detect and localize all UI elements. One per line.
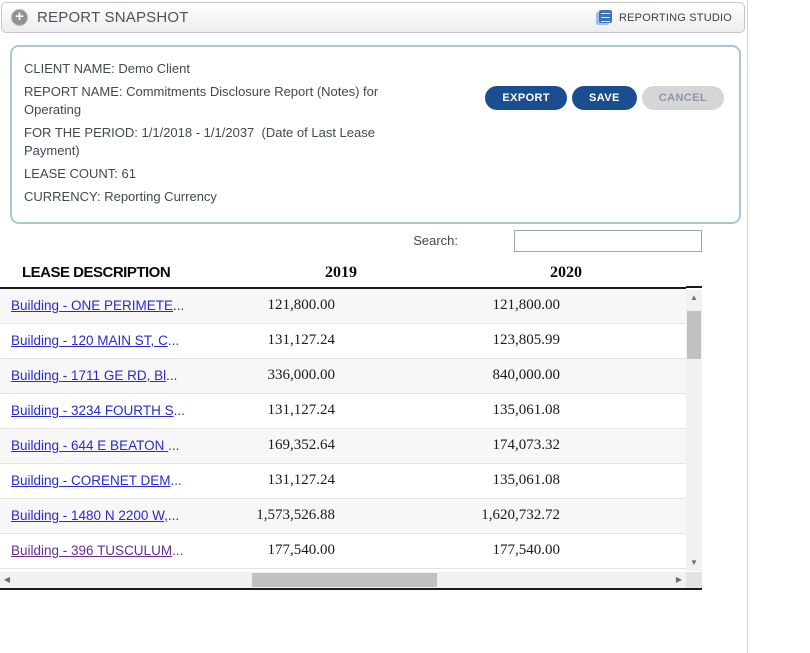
cancel-button[interactable]: CANCEL <box>641 86 724 110</box>
search-label: Search: <box>413 233 458 248</box>
table-row: Building - ONE PERIMETE... 121,800.00 12… <box>0 288 686 324</box>
table-header-row: LEASE DESCRIPTION 2019 2020 <box>0 258 686 289</box>
column-header-2019[interactable]: 2019 <box>245 258 365 289</box>
scroll-up-icon[interactable]: ▲ <box>690 293 698 302</box>
client-name-field: CLIENT NAME: Demo Client <box>24 61 190 76</box>
value-2019: 169,352.64 <box>245 428 365 464</box>
reporting-studio-button[interactable]: REPORTING STUDIO <box>595 10 732 25</box>
vertical-scrollbar[interactable]: ▲ ▼ <box>686 290 702 571</box>
lease-link[interactable]: Building - 120 MAIN ST, C... <box>11 333 180 348</box>
value-2019: 177,540.00 <box>245 533 365 569</box>
table-row: Building - 3234 FOURTH S... 131,127.24 1… <box>0 393 686 429</box>
value-2020: 121,800.00 <box>365 288 590 324</box>
lease-link[interactable]: Building - 396 TUSCULUM... <box>11 543 184 558</box>
table-row: Building - 1711 GE RD, Bl... 336,000.00 … <box>0 358 686 394</box>
report-stack-icon <box>595 10 613 25</box>
value-2019: 336,000.00 <box>245 358 365 394</box>
value-2019: 131,127.24 <box>245 393 365 429</box>
value-2020: 1,620,732.72 <box>365 498 590 534</box>
value-2019: 121,800.00 <box>245 288 365 324</box>
value-2020: 123,805.99 <box>365 323 590 359</box>
lease-link[interactable]: Building - 3234 FOURTH S... <box>11 403 185 418</box>
period-field: FOR THE PERIOD: 1/1/2018 - 1/1/2037 (Dat… <box>24 125 379 158</box>
lease-table: LEASE DESCRIPTION 2019 2020 Building - O… <box>0 258 702 569</box>
horizontal-scroll-thumb[interactable] <box>252 573 437 587</box>
scroll-down-icon[interactable]: ▼ <box>690 558 698 567</box>
report-name-field: REPORT NAME: Commitments Disclosure Repo… <box>24 84 382 117</box>
save-button[interactable]: SAVE <box>572 86 637 110</box>
table-row: Building - 1480 N 2200 W,... 1,573,526.8… <box>0 498 686 534</box>
vertical-scroll-thumb[interactable] <box>687 311 701 359</box>
action-buttons: EXPORT SAVE CANCEL <box>485 86 724 110</box>
lease-link[interactable]: Building - 1711 GE RD, Bl... <box>11 368 178 383</box>
value-2019: 1,573,526.88 <box>245 498 365 534</box>
search-row: Search: <box>0 230 702 253</box>
horizontal-scrollbar[interactable]: ◀ ▶ <box>0 572 686 588</box>
table-body: Building - ONE PERIMETE... 121,800.00 12… <box>0 288 686 569</box>
lease-link[interactable]: Building - 644 E BEATON ... <box>11 438 180 453</box>
scrollbar-corner <box>686 572 702 588</box>
report-info-fields: CLIENT NAME: Demo Client REPORT NAME: Co… <box>24 60 424 206</box>
column-header-2020[interactable]: 2020 <box>365 258 590 289</box>
value-2020: 840,000.00 <box>365 358 590 394</box>
lease-link[interactable]: Building - CORENET DEM... <box>11 473 182 488</box>
search-input[interactable] <box>514 230 702 252</box>
value-2019: 131,127.24 <box>245 323 365 359</box>
lease-link[interactable]: Building - ONE PERIMETE... <box>11 298 185 314</box>
value-2020: 174,073.32 <box>365 428 590 464</box>
column-header-lease-description[interactable]: LEASE DESCRIPTION <box>0 258 245 289</box>
report-info-panel: CLIENT NAME: Demo Client REPORT NAME: Co… <box>10 45 741 224</box>
currency-field: CURRENCY: Reporting Currency <box>24 189 217 204</box>
report-snapshot-widget: + REPORT SNAPSHOT REPORTING STUDIO CLIEN… <box>0 0 748 653</box>
lease-count-field: LEASE COUNT: 61 <box>24 166 137 181</box>
value-2020: 135,061.08 <box>365 463 590 499</box>
lease-link[interactable]: Building - 1480 N 2200 W,... <box>11 508 180 523</box>
header-underline <box>686 286 702 288</box>
scroll-left-icon[interactable]: ◀ <box>3 575 11 584</box>
table-row: Building - CORENET DEM... 131,127.24 135… <box>0 463 686 499</box>
reporting-studio-label: REPORTING STUDIO <box>618 11 732 24</box>
expand-plus-icon[interactable]: + <box>11 9 28 26</box>
table-row: Building - 396 TUSCULUM... 177,540.00 17… <box>0 533 686 569</box>
table-row: Building - 120 MAIN ST, C... 131,127.24 … <box>0 323 686 359</box>
value-2019: 131,127.24 <box>245 463 365 499</box>
page-title: REPORT SNAPSHOT <box>37 9 189 26</box>
scroll-right-icon[interactable]: ▶ <box>675 575 683 584</box>
table-row: Building - 644 E BEATON ... 169,352.64 1… <box>0 428 686 464</box>
value-2020: 177,540.00 <box>365 533 590 569</box>
export-button[interactable]: EXPORT <box>485 86 568 110</box>
table-bottom-border <box>0 588 702 590</box>
header-bar: + REPORT SNAPSHOT REPORTING STUDIO <box>1 2 745 33</box>
value-2020: 135,061.08 <box>365 393 590 429</box>
